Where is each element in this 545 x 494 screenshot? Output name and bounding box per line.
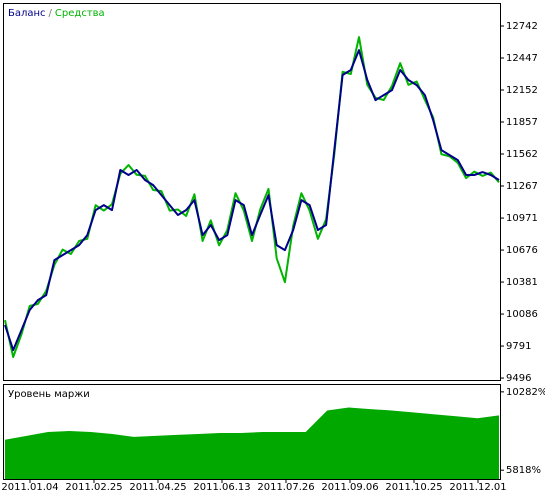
x-tick-label: 2011.01.04 [1, 482, 58, 493]
y-tick-label: 11857 [506, 117, 538, 128]
series-line [4, 36, 500, 358]
x-tick-label: 2011.02.25 [65, 482, 122, 493]
y-tick-label: 11562 [506, 149, 538, 160]
y-tick-label: 11267 [506, 181, 538, 192]
x-tick-label: 2011.07.26 [257, 482, 314, 493]
x-tick-label: 2011.06.13 [193, 482, 250, 493]
main-panel [3, 3, 501, 381]
x-tick-label: 2011.04.25 [129, 482, 186, 493]
margin-area [5, 407, 499, 479]
x-tick-label: 2011.10.25 [385, 482, 442, 493]
legend-equity: Средства [55, 8, 105, 19]
legend-separator: / [49, 8, 53, 19]
y-tick-label: 10381 [506, 277, 538, 288]
y-tick-label: 9791 [506, 341, 531, 352]
y-tick-label: 10971 [506, 213, 538, 224]
y-tick-label: 5818% [506, 465, 541, 476]
y-tick-label: 10676 [506, 245, 538, 256]
x-tick-label: 2011.09.06 [321, 482, 378, 493]
y-tick-label: 12742 [506, 21, 538, 32]
y-tick-label: 9496 [506, 373, 531, 384]
legend: Баланс / Средства [8, 8, 105, 19]
y-tick-label: 10086 [506, 309, 538, 320]
y-tick-label: 12152 [506, 85, 538, 96]
legend-balance: Баланс [8, 8, 46, 19]
y-tick-label: 12447 [506, 53, 538, 64]
x-tick-label: 2011.12.01 [449, 482, 506, 493]
y-tick-label: 10282% [506, 387, 545, 398]
series-line [4, 49, 500, 352]
panel-title: Уровень маржи [8, 389, 90, 400]
